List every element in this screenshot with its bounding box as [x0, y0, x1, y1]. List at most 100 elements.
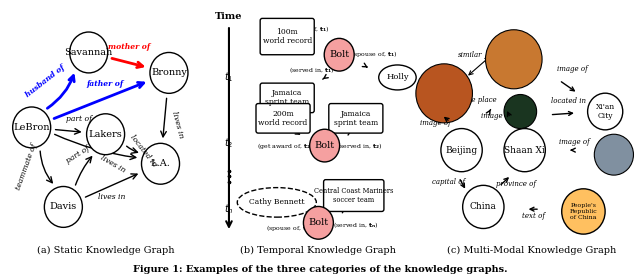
FancyBboxPatch shape	[256, 104, 310, 133]
Text: Central Coast Mariners
soccer team: Central Coast Mariners soccer team	[314, 187, 394, 204]
Circle shape	[562, 189, 605, 234]
Text: lives in: lives in	[99, 193, 125, 201]
FancyBboxPatch shape	[329, 104, 383, 133]
Text: (get award of, $\mathbf{t_2}$): (get award of, $\mathbf{t_2}$)	[257, 141, 314, 151]
FancyArrowPatch shape	[289, 209, 294, 213]
FancyBboxPatch shape	[324, 180, 384, 211]
Text: Savannah: Savannah	[65, 48, 113, 57]
Circle shape	[463, 185, 504, 229]
FancyBboxPatch shape	[260, 83, 314, 113]
Text: image of: image of	[481, 112, 512, 120]
Text: (served in, $\mathbf{t_2}$): (served in, $\mathbf{t_2}$)	[337, 141, 383, 151]
Text: (get award of, $\mathbf{t_1}$): (get award of, $\mathbf{t_1}$)	[273, 24, 330, 34]
Text: (b) Temporal Knowledge Graph: (b) Temporal Knowledge Graph	[241, 245, 396, 255]
Text: Bolt: Bolt	[315, 141, 335, 150]
Text: Figure 1: Examples of the three categories of the knowledge graphs.: Figure 1: Examples of the three categori…	[132, 265, 508, 274]
Text: image of: image of	[557, 65, 588, 73]
FancyArrowPatch shape	[76, 157, 92, 185]
FancyBboxPatch shape	[260, 18, 314, 55]
Ellipse shape	[237, 188, 316, 217]
FancyArrowPatch shape	[56, 129, 80, 134]
Text: $t_n$: $t_n$	[224, 202, 234, 216]
Text: LeBron: LeBron	[13, 123, 50, 132]
Text: Time: Time	[215, 12, 243, 21]
FancyArrowPatch shape	[292, 42, 310, 48]
Text: Jamaica
sprint team: Jamaica sprint team	[265, 89, 309, 106]
Circle shape	[324, 39, 354, 71]
Circle shape	[486, 30, 542, 89]
FancyArrowPatch shape	[445, 117, 449, 122]
Text: (served in, $\mathbf{t_n}$): (served in, $\mathbf{t_n}$)	[333, 220, 379, 230]
FancyArrowPatch shape	[161, 98, 166, 137]
FancyArrowPatch shape	[54, 83, 144, 119]
Text: capital of: capital of	[432, 178, 465, 186]
Text: image of: image of	[559, 138, 590, 146]
Text: Bolt: Bolt	[329, 50, 349, 59]
Ellipse shape	[379, 65, 416, 90]
FancyArrowPatch shape	[340, 208, 346, 213]
Circle shape	[44, 186, 83, 227]
FancyArrowPatch shape	[561, 82, 574, 91]
FancyArrowPatch shape	[460, 180, 465, 188]
Text: 200m
world record: 200m world record	[259, 110, 308, 127]
Text: lives in: lives in	[170, 111, 185, 139]
Text: part of: part of	[65, 144, 92, 165]
FancyArrowPatch shape	[127, 146, 138, 153]
Circle shape	[86, 114, 125, 155]
Text: (c) Multi-Modal Knowledge Graph: (c) Multi-Modal Knowledge Graph	[447, 245, 616, 255]
Circle shape	[13, 107, 51, 148]
FancyArrowPatch shape	[572, 148, 575, 152]
Text: part of: part of	[66, 116, 92, 124]
Text: (spouse of, $\mathbf{t_1}$): (spouse of, $\mathbf{t_1}$)	[351, 49, 398, 59]
Circle shape	[150, 52, 188, 93]
Text: (a) Static Knowledge Graph: (a) Static Knowledge Graph	[37, 245, 174, 255]
Text: Cathy Bennett: Cathy Bennett	[249, 198, 305, 206]
FancyArrowPatch shape	[362, 63, 367, 67]
Circle shape	[595, 134, 634, 175]
Text: (spouse of, $\mathbf{t_n}$): (spouse of, $\mathbf{t_n}$)	[266, 223, 312, 233]
Text: same place: same place	[457, 96, 497, 104]
Text: Xi'an
City: Xi'an City	[596, 103, 615, 120]
Text: image of: image of	[420, 119, 451, 127]
Text: Davis: Davis	[50, 202, 77, 211]
FancyArrowPatch shape	[47, 76, 74, 108]
Text: Bolt: Bolt	[308, 218, 328, 227]
Circle shape	[70, 32, 108, 73]
Text: Lakers: Lakers	[89, 130, 122, 139]
Text: China: China	[470, 202, 497, 211]
Circle shape	[303, 206, 333, 239]
FancyArrowPatch shape	[346, 131, 351, 135]
Circle shape	[504, 94, 537, 129]
Text: People's
Republic
of China: People's Republic of China	[570, 203, 597, 220]
FancyArrowPatch shape	[85, 174, 137, 197]
FancyArrowPatch shape	[40, 151, 52, 183]
Text: (served in, $\mathbf{t_1}$): (served in, $\mathbf{t_1}$)	[289, 65, 335, 75]
Text: 100m
world record: 100m world record	[262, 28, 312, 45]
FancyArrowPatch shape	[508, 112, 511, 117]
FancyArrowPatch shape	[295, 130, 300, 134]
Circle shape	[441, 129, 483, 172]
Text: lives in: lives in	[99, 153, 127, 174]
FancyArrowPatch shape	[530, 207, 537, 211]
FancyArrowPatch shape	[54, 134, 136, 160]
FancyArrowPatch shape	[552, 112, 572, 116]
Text: text of: text of	[522, 212, 545, 220]
Text: husband of: husband of	[24, 63, 67, 99]
Circle shape	[310, 129, 340, 162]
FancyArrowPatch shape	[486, 110, 490, 115]
Text: father of: father of	[86, 80, 123, 88]
Text: located in: located in	[550, 97, 586, 105]
Text: province of: province of	[496, 180, 536, 188]
Text: mother of: mother of	[108, 43, 150, 51]
Text: Shaan Xi: Shaan Xi	[504, 146, 545, 155]
Circle shape	[416, 64, 472, 123]
FancyArrowPatch shape	[226, 28, 232, 227]
Text: Jamaica
sprint team: Jamaica sprint team	[333, 110, 378, 127]
Text: Holly: Holly	[386, 73, 409, 81]
Text: similar: similar	[458, 51, 483, 59]
FancyArrowPatch shape	[112, 58, 143, 68]
Text: $t_2$: $t_2$	[224, 136, 234, 150]
FancyArrowPatch shape	[323, 75, 328, 79]
Text: $t_1$: $t_1$	[224, 71, 234, 84]
Text: teammate of: teammate of	[14, 143, 38, 191]
